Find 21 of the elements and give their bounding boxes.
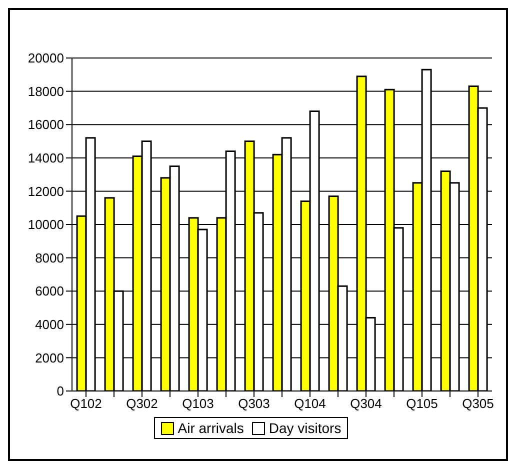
y-tick-label: 4000 [35,317,64,332]
y-tick-label: 2000 [35,350,64,366]
y-tick-label: 18000 [28,84,64,99]
legend-label: Air arrivals [178,420,244,436]
y-tick-label: 0 [56,384,64,399]
x-tick-label: Q304 [350,396,382,412]
x-tick-label: Q302 [126,396,158,412]
y-tick-label: 12000 [28,184,64,199]
legend-label: Day visitors [268,420,342,436]
x-tick-label: Q103 [182,396,214,412]
y-tick-label: 8000 [35,250,64,266]
x-tick-label: Q104 [294,396,326,412]
y-tick-label: 10000 [28,217,64,232]
x-tick-label: Q102 [70,396,102,412]
x-tick-label: Q105 [406,396,438,412]
x-tick-label: Q305 [462,396,494,412]
y-tick-label: 20000 [28,50,64,66]
x-tick-label: Q303 [238,396,270,412]
y-tick-label: 6000 [35,284,64,299]
y-tick-label: 14000 [28,150,64,166]
y-tick-label: 16000 [28,117,64,132]
